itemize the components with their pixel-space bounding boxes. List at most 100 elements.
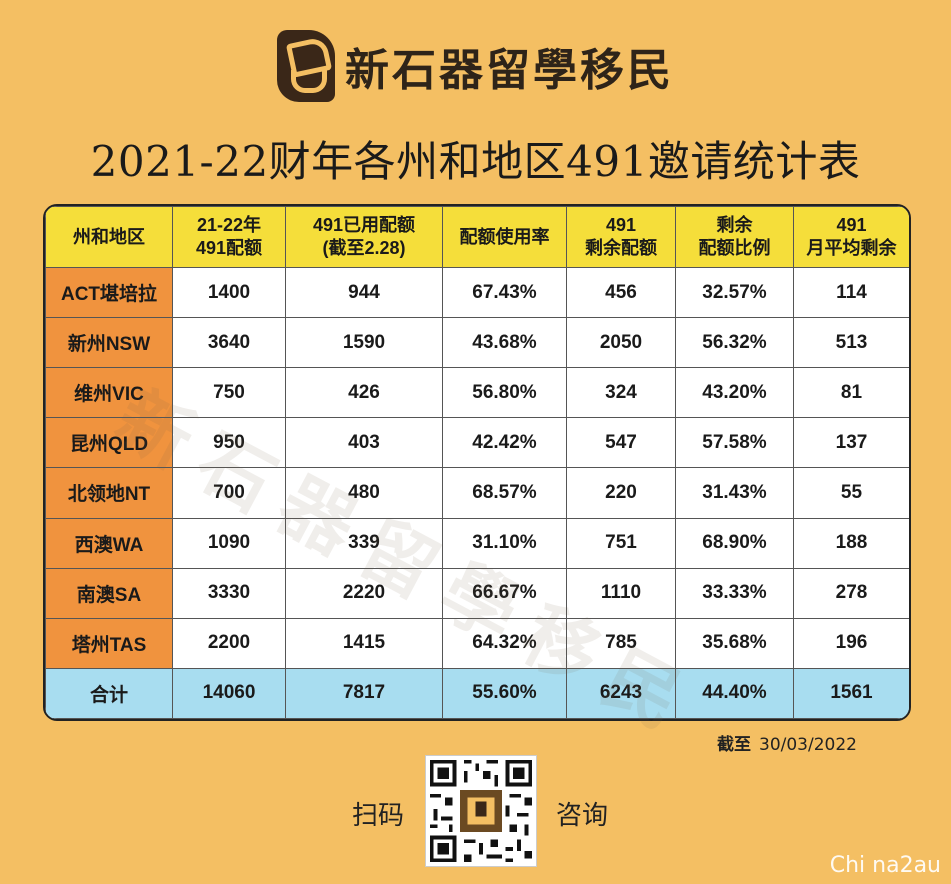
column-header-line: 配额使用率 — [459, 226, 550, 247]
table-cell: 64.32% — [442, 617, 567, 669]
region-name: 塔州TAS — [45, 617, 173, 669]
table-row: 昆州QLD 950 403 42.42% 547 57.58% 137 — [45, 417, 909, 469]
table-cell: 14060 — [172, 667, 286, 719]
table-cell: 68.90% — [675, 517, 794, 569]
table-cell: 56.80% — [442, 367, 567, 419]
table-row: 塔州TAS 2200 1415 64.32% 785 35.68% 196 — [45, 617, 909, 669]
table-cell: 3640 — [172, 317, 286, 369]
region-name: 南澳SA — [45, 567, 173, 619]
stats-table-container: 州和地区 21-22年 491配额 491已用配额 (截至2.28) 配额使用率 491 剩余… — [43, 204, 911, 721]
column-header-line: 491已用配额 — [312, 215, 416, 235]
table-cell: 196 — [793, 617, 909, 669]
qr-code-graphic — [426, 756, 536, 866]
column-header-line: 月平均剩余 — [806, 238, 897, 258]
column-header-line: 剩余配额 — [585, 238, 657, 258]
table-cell: 339 — [285, 517, 443, 569]
table-row: ACT堪培拉 1400 944 67.43% 456 32.57% 114 — [45, 266, 909, 319]
date-note-label: 截至 — [717, 735, 751, 755]
table-cell: 35.68% — [675, 617, 794, 669]
table-cell: 1400 — [172, 266, 286, 319]
table-cell: 403 — [285, 417, 443, 469]
total-label: 合计 — [45, 667, 173, 719]
table-cell: 33.33% — [675, 567, 794, 619]
scan-label: 扫码 — [352, 801, 405, 831]
column-header-line: 491 — [605, 215, 637, 235]
table-row: 维州VIC 750 426 56.80% 324 43.20% 81 — [45, 367, 909, 419]
qr-code-icon[interactable] — [425, 755, 537, 867]
table-cell: 950 — [172, 417, 286, 469]
table-cell: 750 — [172, 367, 286, 419]
table-cell: 2050 — [566, 317, 676, 369]
table-cell: 7817 — [285, 667, 443, 719]
table-cell: 700 — [172, 467, 286, 519]
table-cell: 2220 — [285, 567, 443, 619]
table-cell: 32.57% — [675, 266, 794, 319]
table-cell: 43.68% — [442, 317, 567, 369]
table-row: 西澳WA 1090 339 31.10% 751 68.90% 188 — [45, 517, 909, 569]
table-cell: 480 — [285, 467, 443, 519]
table-cell: 1561 — [793, 667, 909, 719]
table-cell: 785 — [566, 617, 676, 669]
table-cell: 324 — [566, 367, 676, 419]
table-cell: 67.43% — [442, 266, 567, 319]
table-cell: 81 — [793, 367, 909, 419]
table-body: ACT堪培拉 1400 944 67.43% 456 32.57% 114 新州NSW 3640… — [45, 266, 909, 719]
column-header-line: 州和地区 — [73, 226, 145, 247]
table-cell: 278 — [793, 567, 909, 619]
column-header: 21-22年 491配额 — [172, 206, 286, 268]
table-row: 南澳SA 3330 2220 66.67% 1110 33.33% 278 — [45, 567, 909, 619]
table-cell: 220 — [566, 467, 676, 519]
table-cell: 55.60% — [442, 667, 567, 719]
table-cell: 426 — [285, 367, 443, 419]
table-cell: 55 — [793, 467, 909, 519]
date-note-value: 30/03/2022 — [759, 735, 857, 755]
table-cell: 1090 — [172, 517, 286, 569]
table-cell: 31.10% — [442, 517, 567, 569]
table-cell: 68.57% — [442, 467, 567, 519]
table-cell: 3330 — [172, 567, 286, 619]
region-name: 新州NSW — [45, 317, 173, 369]
region-name: ACT堪培拉 — [45, 266, 173, 319]
column-header-line: 491 — [836, 215, 867, 235]
table-cell: 1415 — [285, 617, 443, 669]
table-row: 北领地NT 700 480 68.57% 220 31.43% 55 — [45, 467, 909, 519]
table-row: 新州NSW 3640 1590 43.68% 2050 56.32% 513 — [45, 317, 909, 369]
region-name: 北领地NT — [45, 467, 173, 519]
brand-header: 新石器留學移民 — [0, 30, 951, 102]
table-cell: 114 — [793, 266, 909, 319]
table-cell: 944 — [285, 266, 443, 319]
table-cell: 188 — [793, 517, 909, 569]
table-cell: 66.67% — [442, 567, 567, 619]
table-cell: 751 — [566, 517, 676, 569]
table-cell: 1110 — [566, 567, 676, 619]
table-cell: 43.20% — [675, 367, 794, 419]
column-header: 491 月平均剩余 — [793, 206, 909, 268]
column-header-line: (截至2.28) — [322, 238, 406, 258]
table-cell: 137 — [793, 417, 909, 469]
column-header: 491已用配额 (截至2.28) — [285, 206, 443, 268]
table-cell: 456 — [566, 266, 676, 319]
column-header: 491 剩余配额 — [566, 206, 676, 268]
column-header-line: 剩余 — [716, 215, 753, 235]
stats-table: 州和地区 21-22年 491配额 491已用配额 (截至2.28) 配额使用率 491 剩余… — [45, 206, 909, 719]
region-name: 维州VIC — [45, 367, 173, 419]
total-row: 合计 14060 7817 55.60% 6243 44.40% 1561 — [45, 667, 909, 719]
consult-label: 咨询 — [556, 801, 609, 831]
page-title: 2021-22财年各州和地区491邀请统计表 — [90, 137, 861, 186]
table-cell: 2200 — [172, 617, 286, 669]
corner-watermark-text: Chi na2au — [829, 853, 941, 878]
table-cell: 1590 — [285, 317, 443, 369]
table-header-row: 州和地区 21-22年 491配额 491已用配额 (截至2.28) 配额使用率 491 剩余… — [45, 206, 909, 268]
column-header: 州和地区 — [45, 206, 173, 268]
table-cell: 42.42% — [442, 417, 567, 469]
table-cell: 44.40% — [675, 667, 794, 719]
region-name: 西澳WA — [45, 517, 173, 569]
table-cell: 56.32% — [675, 317, 794, 369]
region-name: 昆州QLD — [45, 417, 173, 469]
date-note: 截至 30/03/2022 — [717, 730, 857, 755]
column-header-line: 491配额 — [195, 238, 263, 258]
brand-name: 新石器留學移民 — [345, 45, 674, 96]
table-cell: 31.43% — [675, 467, 794, 519]
column-header-line: 21-22年 — [196, 215, 262, 235]
table-cell: 6243 — [566, 667, 676, 719]
